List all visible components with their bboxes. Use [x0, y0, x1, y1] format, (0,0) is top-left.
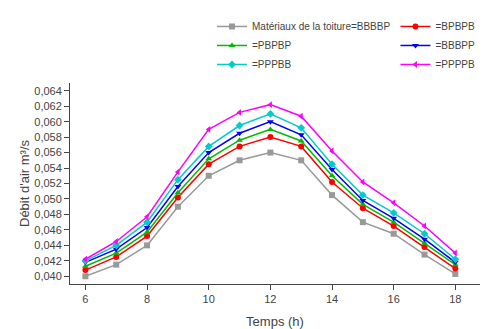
svg-text:0,048: 0,048 — [34, 208, 62, 220]
svg-text:=BPBPB: =BPBPB — [435, 21, 475, 32]
svg-text:0,040: 0,040 — [34, 270, 62, 282]
svg-text:0,044: 0,044 — [34, 239, 62, 251]
svg-text:=PPPPB: =PPPPB — [435, 59, 475, 70]
svg-text:0,064: 0,064 — [34, 85, 62, 97]
svg-text:Débit d'air m³/s: Débit d'air m³/s — [17, 140, 32, 228]
svg-text:8: 8 — [144, 293, 150, 305]
svg-text:0,058: 0,058 — [34, 131, 62, 143]
svg-text:0,056: 0,056 — [34, 146, 62, 158]
svg-text:0,042: 0,042 — [34, 255, 62, 267]
svg-text:Matériaux de la toiture=BBBBP: Matériaux de la toiture=BBBBP — [252, 21, 390, 32]
svg-text:Temps (h): Temps (h) — [246, 314, 304, 329]
svg-text:10: 10 — [203, 293, 215, 305]
svg-text:16: 16 — [388, 293, 400, 305]
svg-text:0,054: 0,054 — [34, 162, 62, 174]
svg-text:=PBPBP: =PBPBP — [252, 40, 292, 51]
svg-text:18: 18 — [449, 293, 461, 305]
svg-text:0,062: 0,062 — [34, 100, 62, 112]
svg-text:6: 6 — [82, 293, 88, 305]
svg-text:12: 12 — [264, 293, 276, 305]
svg-text:14: 14 — [326, 293, 338, 305]
svg-text:=PPPBB: =PPPBB — [252, 59, 292, 70]
svg-text:0,052: 0,052 — [34, 177, 62, 189]
svg-text:=BBBPP: =BBBPP — [435, 40, 475, 51]
svg-text:0,060: 0,060 — [34, 116, 62, 128]
svg-text:0,046: 0,046 — [34, 224, 62, 236]
svg-text:0,050: 0,050 — [34, 193, 62, 205]
